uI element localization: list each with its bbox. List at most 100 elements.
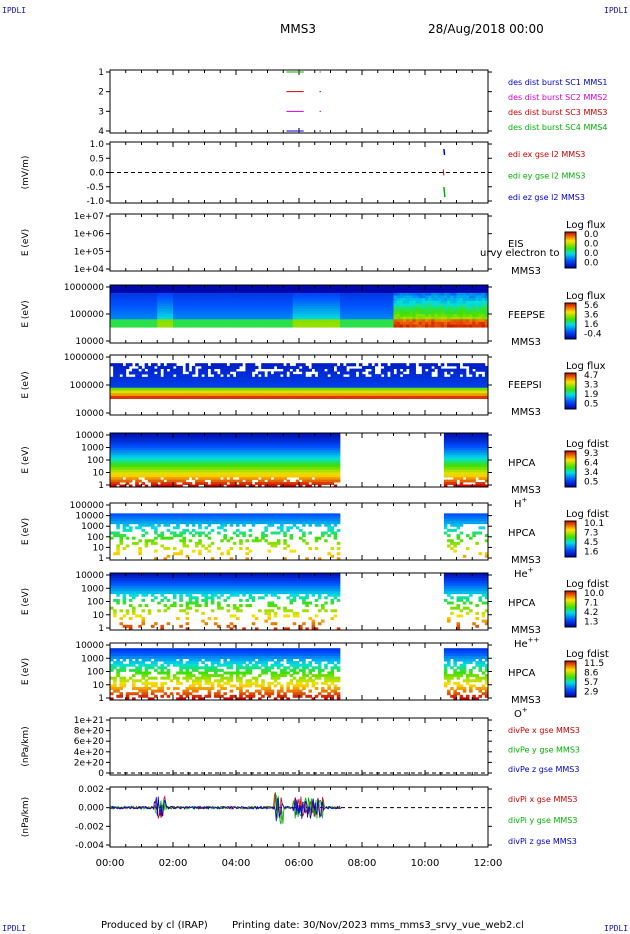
feepse-cell [217, 319, 221, 323]
feepse-cell [226, 290, 231, 294]
feepse-cell [437, 300, 442, 304]
feepse-cell [267, 319, 272, 323]
feepsi-cell [437, 368, 442, 372]
feepsi-cell [484, 393, 489, 397]
feepsi-cell [478, 368, 483, 372]
feepse-cell [191, 303, 196, 307]
hpca_h-cell [302, 464, 306, 468]
hpca_h-cell [217, 433, 221, 436]
feepsi-cell [311, 385, 316, 389]
feepse-cell [384, 316, 388, 320]
feepse-cell [229, 321, 234, 325]
feepsi-cell [110, 385, 114, 389]
feepse-cell [179, 285, 183, 289]
hpca_h-cell [248, 442, 253, 446]
feepse-cell [292, 292, 297, 296]
hpca_h-cell [270, 474, 275, 478]
hpca_h-cell [280, 455, 284, 458]
hpca_h-cell [198, 462, 202, 466]
feepse-cell [440, 287, 445, 291]
feepse-cell [213, 311, 218, 315]
feepse-cell [327, 285, 331, 289]
feepse-cell [245, 314, 249, 318]
hpca_h-cell [302, 442, 306, 446]
hpca_h-cell [286, 484, 290, 488]
feepse-cell [188, 311, 193, 315]
feepse-cell [333, 295, 338, 299]
feepsi-cell [472, 390, 476, 394]
feepse-cell [116, 314, 120, 318]
feepse-cell [437, 306, 442, 310]
feepsi-cell [440, 376, 445, 380]
feepse-cell [374, 292, 379, 296]
feepse-cell [135, 298, 139, 302]
feepse-cell [154, 311, 158, 315]
feepse-cell [280, 290, 284, 294]
feepse-cell [299, 321, 303, 325]
feepse-cell [254, 324, 259, 328]
feepse-cell [182, 292, 186, 296]
feepsi-cell [135, 395, 139, 400]
feepse-cell [399, 324, 404, 328]
feepsi-cell [150, 379, 155, 383]
feepse-cell [150, 308, 155, 312]
feepsi-cell [472, 379, 476, 383]
hpca_h-cell [166, 477, 171, 481]
feepse-cell [362, 285, 366, 289]
feepse-cell [352, 319, 357, 323]
feepsi-cell [299, 363, 303, 367]
feepsi-cell [223, 374, 227, 378]
hpca_h-cell [276, 442, 281, 446]
feepsi-cell [343, 376, 347, 380]
feepse-cell [374, 314, 379, 318]
feepse-cell [425, 290, 429, 294]
feepsi-cell [232, 368, 237, 372]
hpca_h-cell [128, 455, 133, 458]
feepse-cell [270, 324, 275, 328]
feepse-cell [465, 292, 470, 296]
hpca_h-cell [154, 433, 158, 436]
feepse-cell [333, 311, 338, 315]
feepsi-cell [339, 387, 344, 391]
feepse-cell [475, 321, 479, 325]
feepsi-cell [248, 390, 253, 394]
feepse-cell [406, 285, 410, 289]
feepse-cell [248, 290, 253, 294]
feepse-cell [273, 298, 278, 302]
feepsi-cell [220, 371, 224, 375]
feepsi-cell [352, 387, 357, 391]
feepse-cell [173, 287, 177, 291]
feepsi-cell [264, 393, 268, 397]
feepse-cell [292, 324, 297, 328]
feepse-cell [283, 308, 287, 312]
feepse-cell [141, 287, 146, 291]
feepse-cell [150, 300, 155, 304]
feepsi-cell [311, 393, 316, 397]
feepsi-cell [333, 393, 338, 397]
feepsi-cell [425, 387, 429, 391]
feepse-cell [365, 311, 369, 315]
hpca_h-cell [299, 445, 303, 449]
feepsi-cell [339, 365, 344, 370]
feepsi-cell [147, 374, 152, 378]
feepse-cell [324, 314, 328, 318]
hpca_h-cell [116, 457, 120, 461]
feepsi-cell [469, 385, 473, 389]
feepse-cell [428, 319, 432, 323]
feepsi-cell [327, 363, 331, 367]
feepse-cell [431, 321, 435, 325]
feepse-cell [242, 303, 246, 307]
hpca_h-cell [305, 482, 309, 485]
feepse-cell [472, 311, 476, 315]
feepse-cell [135, 290, 139, 294]
hpca_h-cell [207, 435, 212, 439]
feepse-cell [113, 314, 117, 318]
feepse-cell [254, 287, 259, 291]
feepse-cell [390, 319, 394, 323]
hpca_h-cell [248, 447, 253, 451]
feepse-cell [157, 324, 161, 328]
feepsi-cell [299, 368, 303, 372]
hpca_h-cell [239, 433, 243, 436]
hpca_h-cell [239, 460, 243, 463]
feepse-cell [276, 311, 281, 315]
